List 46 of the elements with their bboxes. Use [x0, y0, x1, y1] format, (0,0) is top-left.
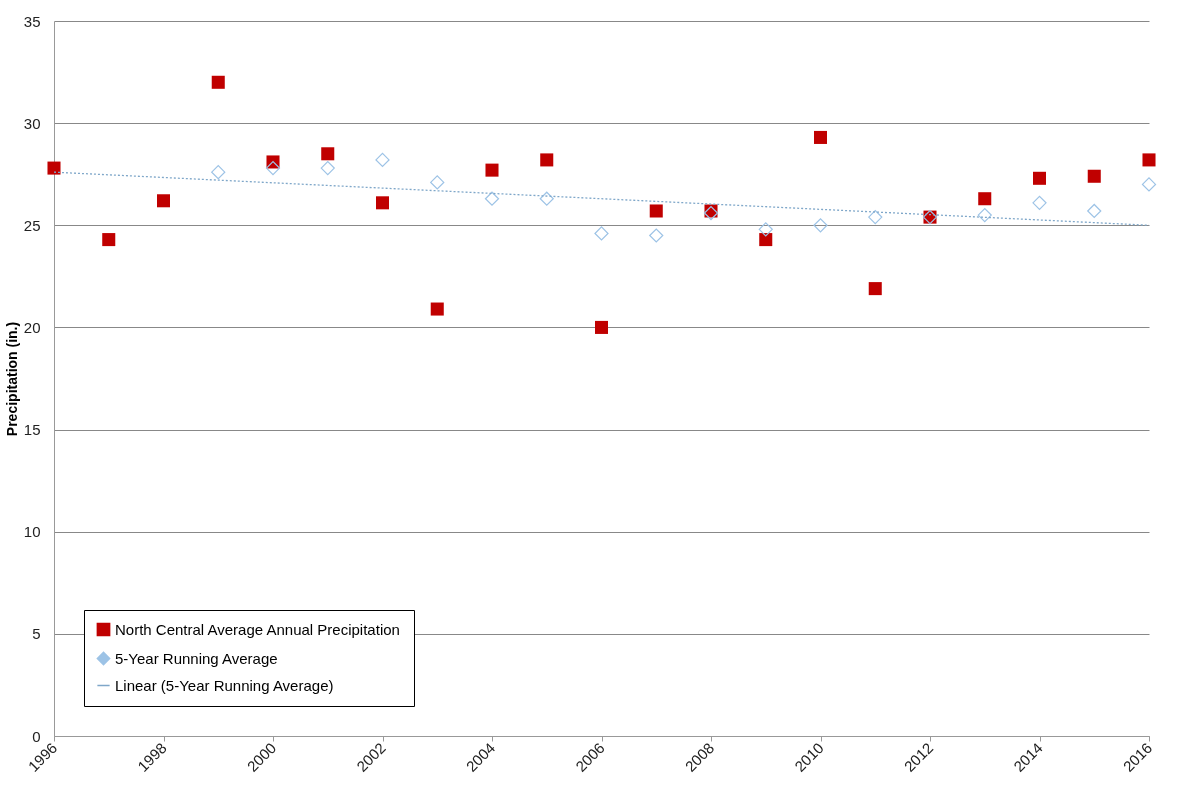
y-tick-label: 25: [23, 216, 41, 234]
y-tick-label: 5: [32, 625, 41, 643]
point: [430, 175, 445, 190]
point: [594, 320, 609, 334]
y-tick-label: 10: [23, 523, 41, 541]
point: [265, 160, 281, 176]
point: [868, 282, 882, 296]
y-tick-label: 30: [23, 114, 41, 132]
point: [1032, 171, 1047, 185]
point: [321, 147, 335, 161]
point: [1087, 169, 1101, 183]
point: [813, 218, 828, 233]
point: [649, 204, 663, 218]
legend-label: North Central Average Annual Precipitation: [115, 620, 400, 638]
point: [484, 191, 500, 206]
point: [977, 207, 992, 223]
point: [759, 233, 773, 247]
point: [1142, 153, 1156, 167]
point: [1087, 203, 1102, 219]
point: [47, 161, 61, 175]
y-tick-label: 15: [23, 421, 41, 439]
point: [485, 163, 499, 177]
point: [813, 130, 828, 144]
point: [375, 152, 390, 168]
y-tick-label: 20: [23, 318, 41, 336]
point: [758, 222, 773, 237]
point: [211, 75, 225, 89]
point: [430, 302, 444, 316]
point: [375, 196, 390, 210]
point: [539, 191, 554, 206]
point: [978, 192, 992, 206]
point: [540, 153, 554, 167]
point: [1032, 195, 1047, 210]
point: [1141, 177, 1157, 192]
point: [594, 226, 609, 241]
legend-label: 5-Year Running Average: [115, 649, 278, 667]
y-tick-label: 35: [23, 12, 41, 30]
point: [868, 210, 883, 225]
point: [649, 228, 664, 243]
legend-label: Linear (5-Year Running Average): [115, 676, 334, 694]
point: [320, 160, 335, 176]
y-axis-title: Precipitation (in.): [3, 321, 20, 437]
point: [102, 233, 116, 247]
y-tick-label: 0: [32, 727, 41, 745]
point: [156, 194, 171, 208]
point: [211, 165, 226, 180]
